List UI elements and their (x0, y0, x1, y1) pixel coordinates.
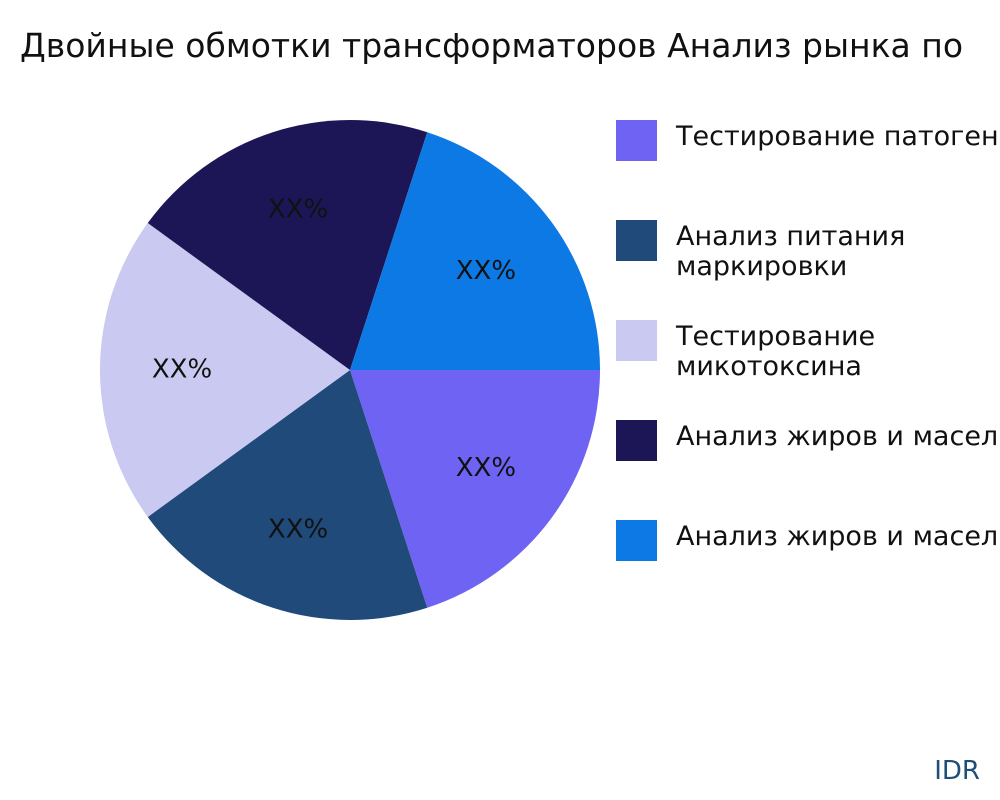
pie-slice-5[interactable] (350, 132, 600, 370)
pie-slice-1[interactable] (350, 370, 600, 608)
legend-label: Анализ жиров и масел (676, 421, 999, 452)
slice-data-label: XX% (268, 195, 328, 225)
legend-swatch (616, 520, 657, 561)
legend-label: Анализ питания маркировки (676, 221, 906, 282)
legend-swatch (616, 320, 657, 361)
legend-label: Анализ жиров и масел (676, 521, 999, 552)
watermark-logo: IDR (934, 756, 980, 786)
pie-slice-4[interactable] (147, 120, 428, 370)
legend-swatch (616, 420, 657, 461)
legend-swatch (616, 220, 657, 261)
slice-data-label: XX% (456, 453, 516, 483)
pie-slice-3[interactable] (100, 223, 350, 517)
chart-title: Двойные обмотки трансформаторов Анализ р… (20, 26, 964, 65)
slice-data-label: XX% (456, 256, 516, 286)
pie-slice-2[interactable] (147, 370, 428, 620)
legend-swatch (616, 120, 657, 161)
slice-data-label: XX% (268, 514, 328, 544)
legend-label: Тестирование патогенов (676, 121, 1000, 152)
legend-label: Тестирование микотоксина (676, 321, 876, 382)
slice-data-label: XX% (152, 355, 212, 385)
